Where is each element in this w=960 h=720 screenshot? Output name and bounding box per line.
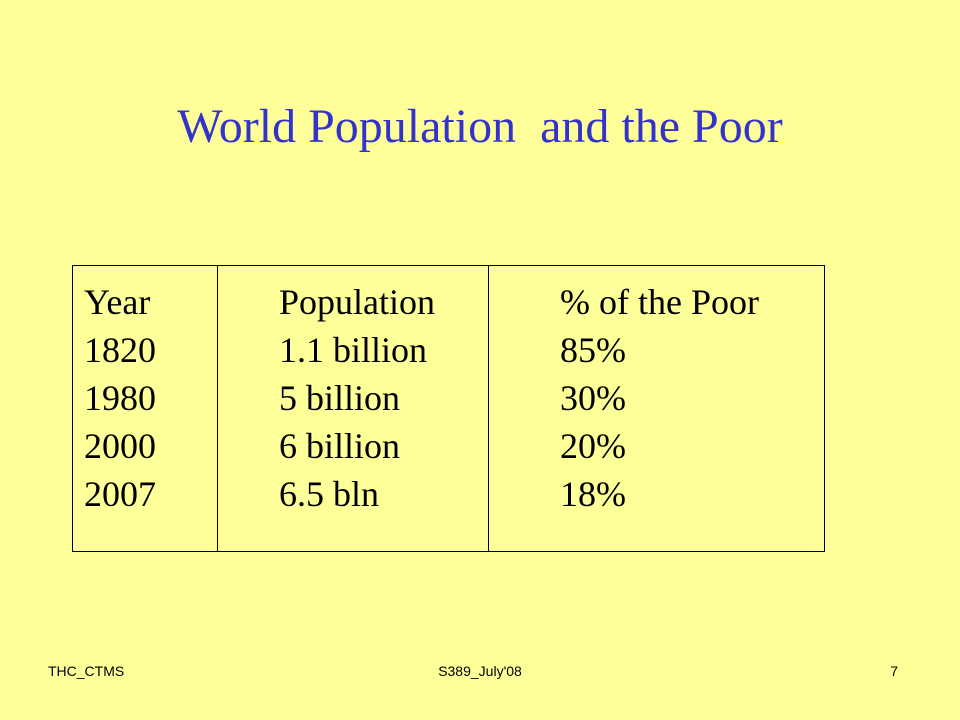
footer-course-code: THC_CTMS bbox=[48, 663, 125, 679]
footer-session-label: S389_July'08 bbox=[438, 663, 522, 679]
slide-number: 7 bbox=[890, 663, 898, 679]
poor-percentage-cell: 20% bbox=[560, 426, 626, 466]
population-cell: 6.5 bln bbox=[279, 474, 380, 514]
population-table: Year 1820 1980 2000 2007 Population 1.1 … bbox=[72, 265, 825, 552]
year-cell: 2000 bbox=[84, 426, 156, 466]
population-cell: 6 billion bbox=[279, 426, 401, 466]
year-cell: 1980 bbox=[84, 378, 156, 418]
poor-percentage-cell: 85% bbox=[560, 330, 626, 370]
population-cell: 5 billion bbox=[279, 378, 401, 418]
population-column: Population 1.1 billion 5 billion 6 billi… bbox=[218, 266, 489, 551]
population-header: Population bbox=[279, 282, 436, 322]
year-column: Year 1820 1980 2000 2007 bbox=[73, 266, 218, 551]
poor-percentage-header: % of the Poor bbox=[560, 282, 759, 322]
year-cell: 2007 bbox=[84, 474, 156, 514]
year-header: Year bbox=[84, 282, 151, 322]
slide-title: World Population and the Poor bbox=[177, 100, 783, 153]
poor-percentage-column: % of the Poor 85% 30% 20% 18% bbox=[489, 266, 826, 551]
poor-percentage-cell: 18% bbox=[560, 474, 626, 514]
population-cell: 1.1 billion bbox=[279, 330, 428, 370]
poor-percentage-cell: 30% bbox=[560, 378, 626, 418]
year-cell: 1820 bbox=[84, 330, 156, 370]
